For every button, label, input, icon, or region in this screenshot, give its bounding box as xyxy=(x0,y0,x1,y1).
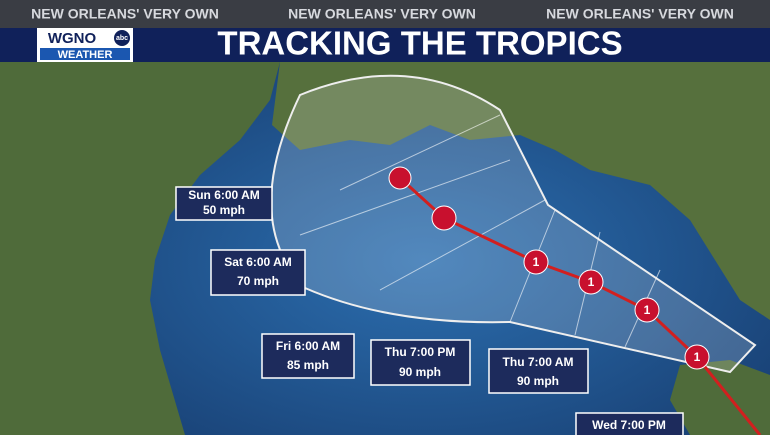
label-box xyxy=(370,339,471,386)
label-time: Sat 6:00 AM xyxy=(224,255,292,269)
storm-icon xyxy=(431,205,457,231)
label-time: Thu 7:00 PM xyxy=(385,345,456,359)
label-wind: 70 mph xyxy=(237,274,279,288)
storm-icon xyxy=(388,166,412,190)
top-strip xyxy=(0,0,770,28)
tagline: NEW ORLEANS' VERY OWN xyxy=(288,6,476,22)
label-wind: 90 mph xyxy=(399,365,441,379)
storm-icons: 1 1 1 1 xyxy=(388,166,710,370)
label-box xyxy=(488,348,589,394)
label-box xyxy=(575,412,684,435)
category: 1 xyxy=(533,255,540,269)
land-south xyxy=(670,360,770,435)
label-time: Wed 7:00 PM xyxy=(592,418,666,432)
logo-station: WGNO xyxy=(48,30,97,47)
logo-sub: WEATHER xyxy=(58,49,113,61)
network-badge xyxy=(114,30,130,46)
category: 1 xyxy=(694,350,701,364)
storm-icon xyxy=(634,297,660,323)
category: 1 xyxy=(588,275,595,289)
storm-icon xyxy=(578,269,604,295)
category: 1 xyxy=(644,303,651,317)
label-time: Sun 6:00 AM xyxy=(188,188,260,202)
label-wind: 90 mph xyxy=(517,374,559,388)
storm-icon xyxy=(684,344,710,370)
title: TRACKING THE TROPICS xyxy=(217,25,622,62)
label-time: Thu 7:00 AM xyxy=(503,355,574,369)
land-west xyxy=(0,62,280,435)
land-north xyxy=(272,62,770,320)
tagline: NEW ORLEANS' VERY OWN xyxy=(31,6,219,22)
logo-sub-bg xyxy=(40,48,130,60)
label-wind: 50 mph xyxy=(203,203,245,217)
label-time: Fri 6:00 AM xyxy=(276,339,340,353)
tagline: NEW ORLEANS' VERY OWN xyxy=(546,6,734,22)
label-wind: 85 mph xyxy=(287,358,329,372)
logo-network: abc xyxy=(116,35,128,42)
storm-icon xyxy=(523,249,549,275)
label-box xyxy=(261,333,355,379)
label-box xyxy=(175,186,273,221)
labels: Sun 6:00 AM 50 mph Sat 6:00 AM 70 mph Fr… xyxy=(175,186,684,435)
label-box xyxy=(210,249,306,296)
